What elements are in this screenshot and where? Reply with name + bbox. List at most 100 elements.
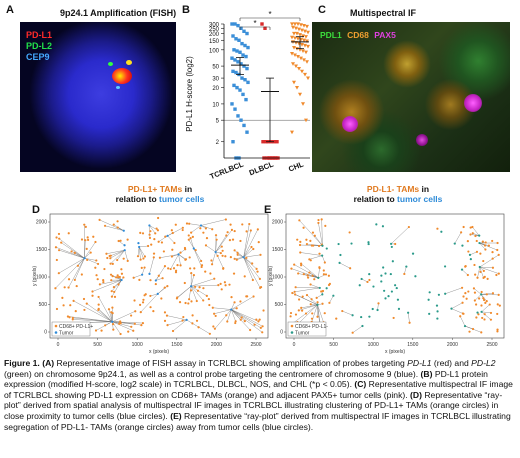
pax5-cell-2 — [464, 94, 482, 112]
tam-point — [466, 273, 469, 277]
tam-point — [489, 318, 493, 321]
tam-point — [482, 276, 485, 280]
tumor-point — [138, 245, 141, 249]
tam-point — [103, 267, 106, 271]
tam-point — [86, 238, 90, 241]
tam-point — [181, 228, 184, 232]
ray-line — [295, 294, 318, 305]
data-point-chl — [296, 54, 300, 59]
ray-line — [472, 226, 480, 236]
tam-point — [472, 287, 476, 290]
tam-point — [110, 295, 114, 298]
ray-line — [231, 296, 254, 310]
tam-point — [116, 274, 119, 277]
ray-line — [55, 258, 85, 289]
data-point-chl — [301, 49, 305, 54]
tam-point — [204, 227, 207, 230]
data-point-tcrlbcl — [235, 49, 239, 53]
tam-point — [289, 311, 293, 315]
tumor-point — [360, 315, 363, 319]
tam-point — [196, 289, 200, 292]
ray-line — [84, 258, 97, 261]
tam-point — [189, 289, 193, 292]
tam-point — [194, 248, 197, 252]
tam-point — [489, 311, 493, 315]
ray-line — [243, 257, 261, 288]
tam-point — [176, 264, 179, 267]
ray-line — [95, 321, 113, 331]
tam-point — [259, 326, 262, 329]
panel-d-letter: D — [32, 204, 40, 216]
tam-point — [162, 250, 165, 253]
ray-line — [189, 223, 202, 226]
tam-point — [467, 290, 470, 293]
tam-point — [163, 286, 166, 289]
tumor-point — [453, 242, 456, 245]
tam-point — [126, 238, 129, 241]
data-point-tcrlbcl — [243, 78, 247, 82]
tam-point — [255, 267, 258, 271]
tam-point — [309, 239, 312, 242]
tam-point — [54, 287, 57, 290]
ray-line — [170, 254, 179, 270]
tam-point — [198, 286, 201, 289]
tam-point — [171, 248, 174, 251]
ray-line — [112, 311, 136, 322]
ray-line — [231, 309, 259, 322]
tam-point — [313, 234, 316, 237]
tam-point — [294, 286, 297, 289]
tam-point — [89, 251, 92, 254]
tam-point — [120, 272, 124, 275]
data-point-dlbcl — [260, 22, 264, 26]
data-point-tcrlbcl — [243, 43, 247, 48]
tam-point — [134, 310, 137, 313]
data-point-chl — [299, 23, 303, 27]
tam-point — [300, 306, 303, 309]
tumor-point — [394, 284, 397, 287]
tumor-point — [428, 312, 431, 315]
tumor-point — [350, 242, 353, 245]
tumor-point — [391, 260, 394, 263]
data-point-tcrlbcl — [239, 62, 243, 66]
fish-signal-cluster — [112, 68, 132, 84]
tam-point — [205, 294, 208, 297]
ray-line — [243, 224, 250, 258]
y-tick-label: 1500 — [36, 247, 47, 253]
tam-point — [153, 238, 156, 241]
fish-signal-green — [108, 62, 113, 66]
tam-point — [471, 225, 474, 229]
tam-point — [293, 290, 296, 293]
tam-point — [341, 309, 344, 313]
tam-point — [484, 248, 487, 251]
data-point-chl — [301, 102, 305, 106]
tam-point — [348, 231, 351, 234]
tam-point — [462, 295, 465, 298]
tam-point — [110, 290, 113, 293]
y-tick-label: 20 — [212, 86, 219, 92]
tam-point — [491, 239, 494, 243]
tam-point — [483, 318, 486, 321]
tam-point — [293, 263, 296, 266]
tam-point — [480, 290, 483, 294]
data-point-chl — [305, 24, 309, 29]
fish-image: PD-L1 PD-L2 CEP9 — [20, 22, 176, 172]
tam-point — [251, 262, 254, 265]
ray-line — [481, 304, 490, 312]
ray-line — [190, 275, 195, 287]
tam-point — [188, 256, 191, 259]
tam-point — [55, 258, 58, 262]
ray-line — [236, 257, 244, 260]
tam-point — [317, 244, 321, 248]
tam-point — [166, 285, 169, 288]
ray-line — [231, 309, 241, 320]
ray-plot-e: 0 500 1000 1500 2000 2500 0 500 1000 1500 2000 CD6… — [268, 213, 505, 355]
y-tick-label: 5 — [216, 119, 220, 125]
tam-point — [117, 275, 120, 279]
tam-point — [55, 236, 58, 239]
data-point-tcrlbcl — [240, 76, 244, 80]
tam-point — [496, 303, 499, 306]
data-point-chl — [303, 43, 307, 48]
tumor-point — [368, 272, 371, 276]
tam-point — [61, 296, 64, 299]
tam-point — [154, 232, 157, 235]
